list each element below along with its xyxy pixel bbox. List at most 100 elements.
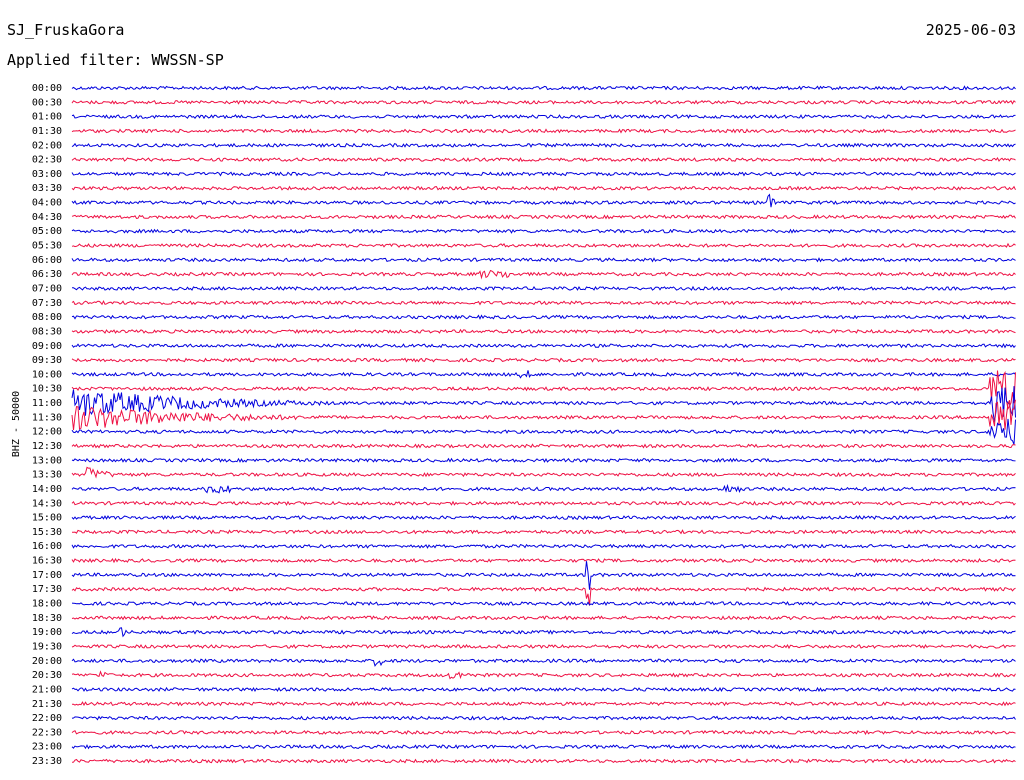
trace — [71, 370, 1016, 379]
trace — [71, 386, 1016, 422]
trace — [71, 561, 1016, 590]
row-time-label: 15:00 — [32, 513, 62, 524]
row-time-label: 23:00 — [32, 742, 62, 753]
date: 2025-06-03 — [926, 21, 1016, 39]
trace — [71, 300, 1016, 306]
trace — [71, 269, 1016, 280]
row-time-label: 03:30 — [32, 183, 62, 194]
row-time-label: 04:00 — [32, 198, 62, 209]
row-time-label: 12:00 — [32, 427, 62, 438]
trace — [71, 658, 1016, 667]
row-time-label: 17:30 — [32, 584, 62, 595]
trace — [71, 99, 1016, 105]
axis-label: BHZ - 50000 — [11, 391, 22, 457]
row-time-label: 23:30 — [32, 756, 62, 767]
trace — [71, 500, 1016, 506]
trace — [71, 328, 1016, 334]
trace — [71, 85, 1016, 91]
row-time-label: 20:30 — [32, 670, 62, 681]
trace — [71, 443, 1016, 449]
trace — [71, 142, 1016, 148]
trace — [71, 483, 1016, 494]
trace — [71, 343, 1016, 349]
row-time-label: 17:00 — [32, 570, 62, 581]
row-time-label: 22:30 — [32, 727, 62, 738]
trace — [71, 418, 1016, 445]
trace — [71, 228, 1016, 234]
trace — [71, 399, 1016, 431]
row-time-label: 02:30 — [32, 155, 62, 166]
row-time-label: 13:30 — [32, 470, 62, 481]
trace — [71, 557, 1016, 564]
row-time-label: 04:30 — [32, 212, 62, 223]
row-time-label: 03:00 — [32, 169, 62, 180]
trace — [71, 744, 1016, 750]
row-time-label: 07:00 — [32, 283, 62, 294]
trace — [71, 514, 1016, 521]
row-time-label: 21:30 — [32, 699, 62, 710]
trace — [71, 157, 1016, 163]
trace — [71, 600, 1016, 607]
row-time-label: 07:30 — [32, 298, 62, 309]
trace — [71, 285, 1016, 291]
trace — [71, 242, 1016, 249]
trace — [71, 257, 1016, 263]
trace — [71, 627, 1016, 638]
trace — [72, 529, 1016, 535]
trace — [71, 701, 1016, 707]
row-time-label: 14:00 — [32, 484, 62, 495]
trace — [71, 586, 1016, 606]
row-time-label: 13:00 — [32, 455, 62, 466]
row-time-label: 19:30 — [32, 641, 62, 652]
trace — [71, 729, 1016, 736]
trace — [71, 185, 1016, 191]
row-time-label: 18:30 — [32, 613, 62, 624]
traces: 00:00 00:30 01:00 01:30 02:00 02:30 03:00 03:30… — [32, 83, 1016, 767]
row-time-label: 06:30 — [32, 269, 62, 280]
row-time-label: 16:00 — [32, 541, 62, 552]
station-title: SJ_FruskaGora — [7, 21, 124, 39]
trace — [71, 670, 1016, 680]
row-time-label: 08:30 — [32, 326, 62, 337]
trace — [71, 128, 1016, 134]
row-time-label: 01:30 — [32, 126, 62, 137]
row-time-label: 11:00 — [32, 398, 62, 409]
trace — [71, 114, 1016, 120]
row-time-label: 19:00 — [32, 627, 62, 638]
trace — [71, 715, 1016, 721]
trace — [71, 686, 1016, 693]
row-time-label: 08:00 — [32, 312, 62, 323]
row-time-label: 16:30 — [32, 556, 62, 567]
row-time-label: 05:00 — [32, 226, 62, 237]
trace — [71, 171, 1016, 177]
trace — [71, 370, 1016, 411]
trace — [71, 193, 1016, 208]
row-time-label: 14:30 — [32, 498, 62, 509]
row-time-label: 10:00 — [32, 369, 62, 380]
row-time-label: 02:00 — [32, 140, 62, 151]
trace — [71, 758, 1016, 764]
row-time-label: 11:30 — [32, 412, 62, 423]
row-time-label: 12:30 — [32, 441, 62, 452]
trace — [71, 543, 1016, 549]
trace — [71, 357, 1016, 363]
row-time-label: 01:00 — [32, 112, 62, 123]
row-time-label: 21:00 — [32, 684, 62, 695]
trace — [71, 457, 1016, 463]
filter-label: Applied filter: WWSSN-SP — [7, 51, 224, 69]
trace — [71, 615, 1016, 621]
row-time-label: 22:00 — [32, 713, 62, 724]
row-time-label: 20:00 — [32, 656, 62, 667]
row-time-label: 06:00 — [32, 255, 62, 266]
row-time-label: 09:00 — [32, 341, 62, 352]
row-time-label: 05:30 — [32, 241, 62, 252]
row-time-label: 15:30 — [32, 527, 62, 538]
row-time-label: 00:00 — [32, 83, 62, 94]
trace — [71, 214, 1016, 220]
trace — [71, 643, 1016, 650]
row-time-label: 09:30 — [32, 355, 62, 366]
row-time-label: 00:30 — [32, 97, 62, 108]
row-time-label: 18:00 — [32, 599, 62, 610]
trace — [71, 466, 1016, 479]
